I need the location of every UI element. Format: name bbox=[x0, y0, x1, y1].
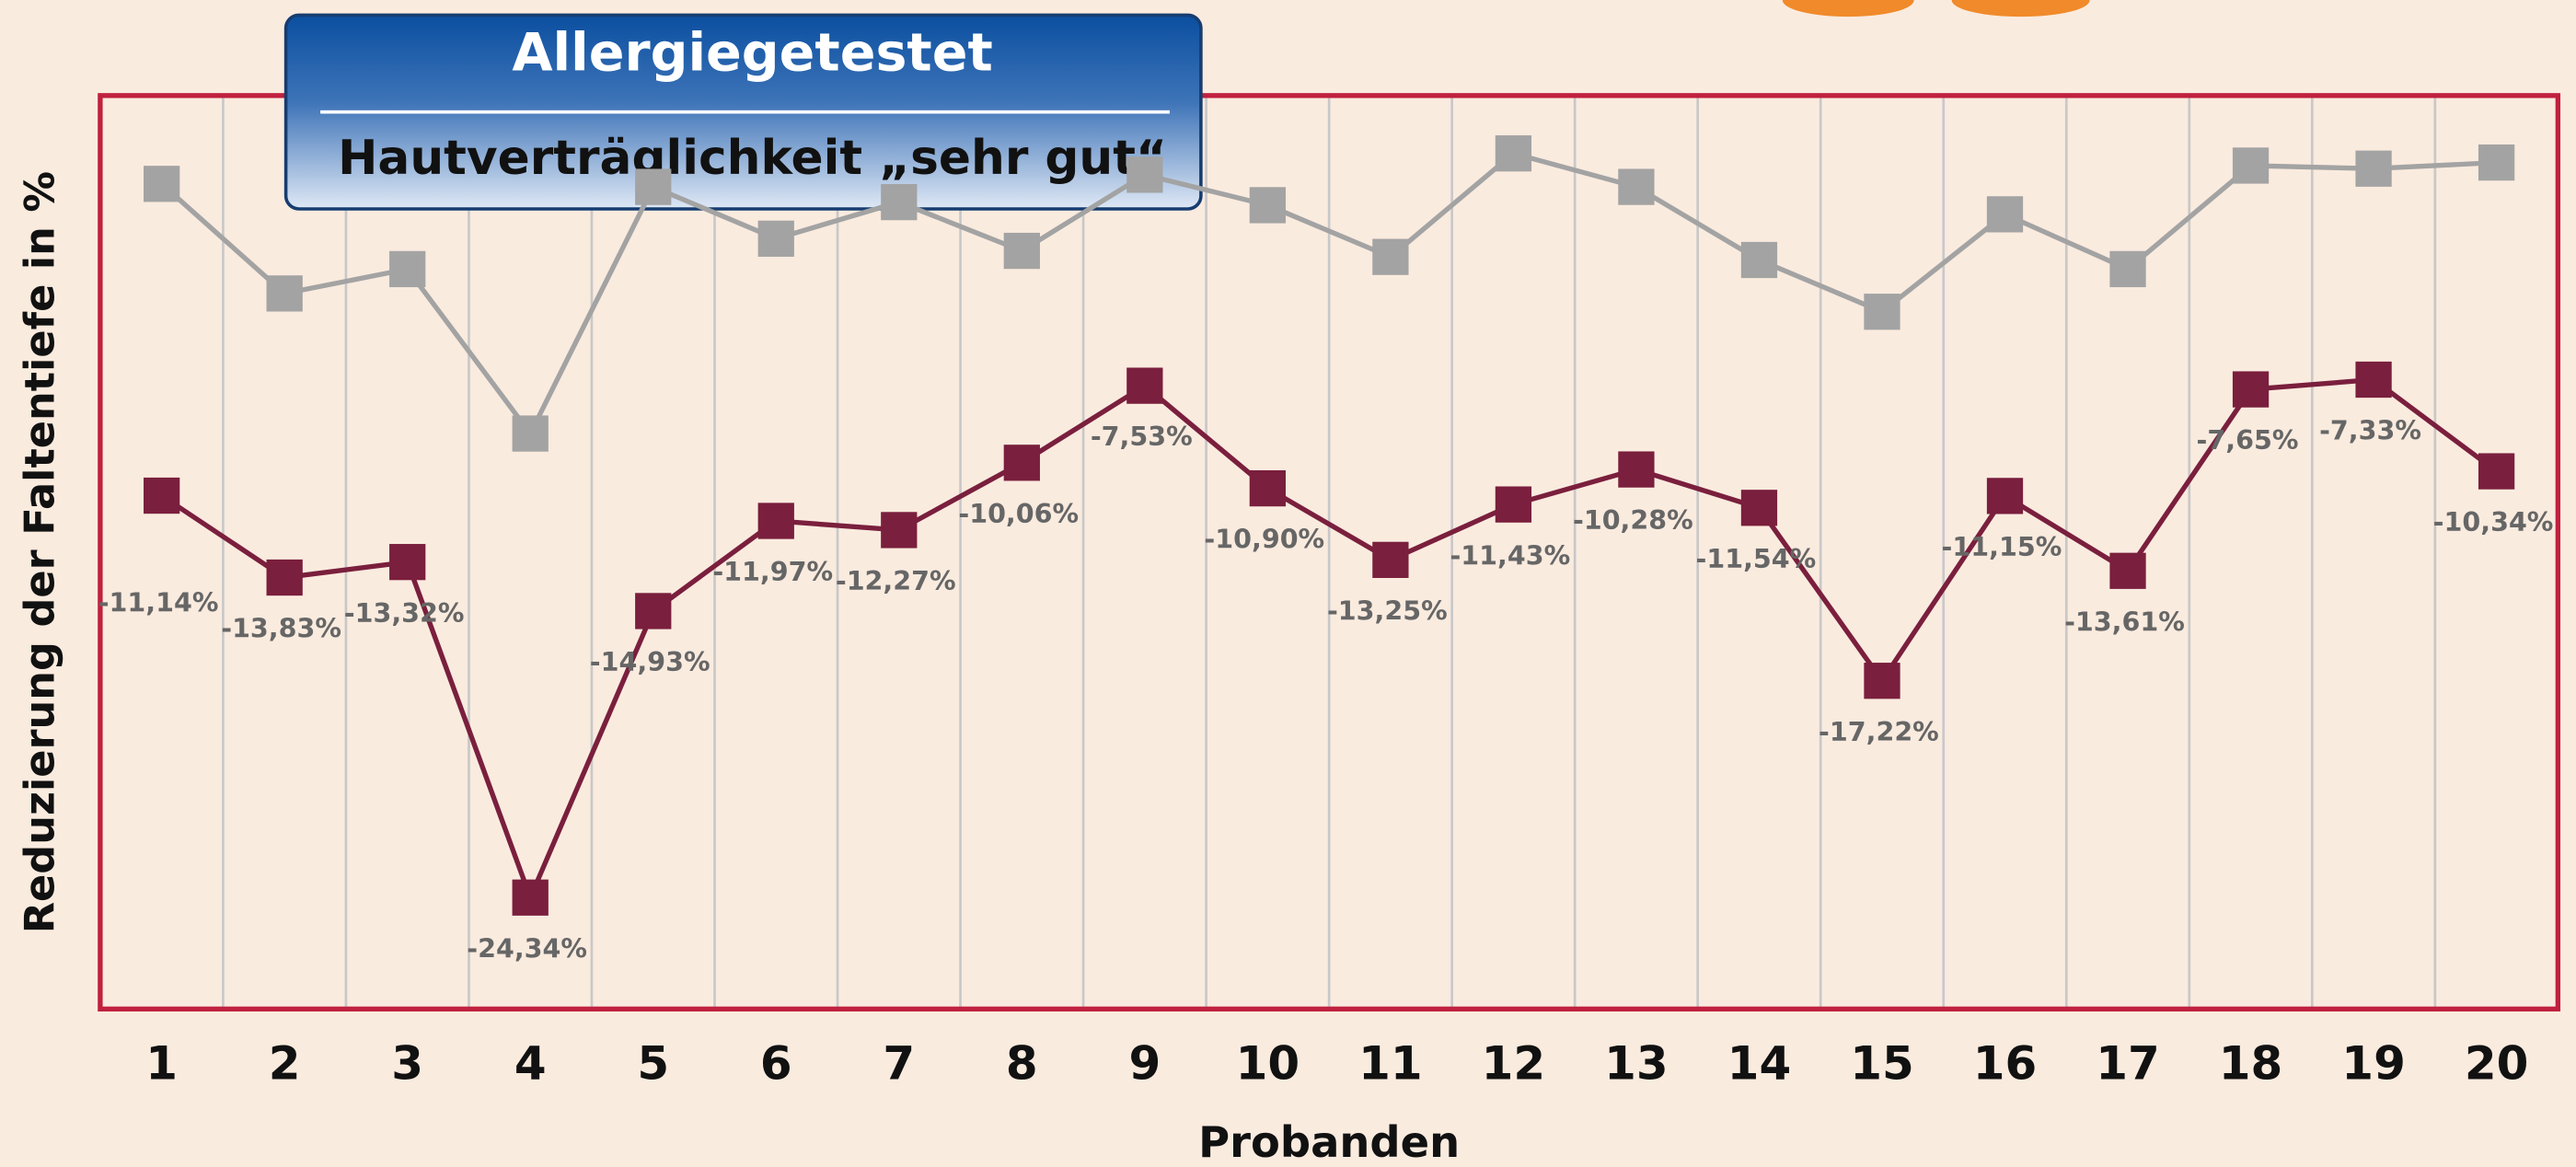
data-point bbox=[1987, 196, 2023, 232]
value-label: -13,83% bbox=[221, 613, 341, 644]
data-point bbox=[1250, 470, 1286, 506]
value-label: -7,53% bbox=[1091, 421, 1193, 452]
title-box: Allergiegetestet Hautverträglichkeit „se… bbox=[286, 15, 1201, 209]
data-point bbox=[2233, 371, 2269, 407]
data-point bbox=[881, 512, 917, 548]
value-label: -11,43% bbox=[1450, 539, 1570, 571]
value-label: -10,06% bbox=[958, 498, 1079, 529]
chart-subtitle: Hautverträglichkeit „sehr gut“ bbox=[338, 131, 1167, 186]
data-point bbox=[2109, 251, 2145, 287]
data-point bbox=[1250, 187, 1286, 223]
x-tick-label: 3 bbox=[391, 1036, 423, 1090]
data-point bbox=[144, 478, 179, 514]
chart-title: Allergiegetestet bbox=[512, 23, 992, 84]
data-point bbox=[513, 880, 549, 916]
value-label: -12,27% bbox=[836, 565, 956, 596]
value-label: -13,61% bbox=[2064, 606, 2185, 637]
x-tick-label: 11 bbox=[1358, 1036, 1423, 1090]
data-point bbox=[758, 221, 794, 257]
data-point bbox=[1741, 490, 1777, 526]
data-point bbox=[1372, 542, 1408, 578]
decoration bbox=[1783, 0, 1914, 17]
data-point bbox=[389, 251, 425, 287]
data-point bbox=[267, 560, 303, 595]
data-point bbox=[513, 415, 549, 451]
decoration bbox=[1952, 0, 2090, 17]
data-point bbox=[758, 503, 794, 538]
data-point bbox=[2233, 147, 2269, 183]
x-tick-label: 20 bbox=[2465, 1036, 2529, 1090]
x-tick-label: 14 bbox=[1727, 1036, 1792, 1090]
value-label: -13,25% bbox=[1327, 595, 1448, 626]
x-tick-label: 13 bbox=[1604, 1036, 1669, 1090]
x-tick-label: 15 bbox=[1850, 1036, 1914, 1090]
data-point bbox=[1126, 367, 1162, 403]
x-tick-label: 1 bbox=[145, 1036, 178, 1090]
data-point bbox=[389, 544, 425, 580]
x-tick-label: 9 bbox=[1128, 1036, 1161, 1090]
data-point bbox=[1987, 478, 2023, 514]
x-tick-label: 2 bbox=[269, 1036, 301, 1090]
data-point bbox=[1618, 451, 1654, 487]
x-tick-label: 8 bbox=[1006, 1036, 1038, 1090]
data-point bbox=[1864, 294, 1900, 329]
data-point bbox=[1004, 233, 1040, 269]
data-point bbox=[1741, 242, 1777, 278]
x-tick-label: 16 bbox=[1973, 1036, 2038, 1090]
y-axis-label: Reduzierung der Faltentiefe in % bbox=[16, 171, 64, 933]
x-tick-label: 19 bbox=[2341, 1036, 2406, 1090]
value-label: -7,65% bbox=[2197, 424, 2299, 456]
data-point bbox=[1004, 445, 1040, 480]
data-point bbox=[1618, 168, 1654, 204]
x-tick-label: 10 bbox=[1236, 1036, 1300, 1090]
data-point bbox=[1372, 239, 1408, 275]
value-label: -7,33% bbox=[2319, 415, 2421, 446]
value-label: -11,14% bbox=[98, 586, 219, 618]
x-tick-label: 12 bbox=[1482, 1036, 1546, 1090]
value-label: -11,15% bbox=[1942, 531, 2062, 562]
data-point bbox=[1126, 156, 1162, 192]
value-label: -10,90% bbox=[1204, 524, 1324, 555]
data-point bbox=[2109, 553, 2145, 589]
data-point bbox=[2478, 144, 2514, 180]
value-label: -14,93% bbox=[590, 646, 710, 677]
data-point bbox=[1496, 487, 1531, 523]
value-label: -11,97% bbox=[712, 556, 833, 587]
data-point bbox=[144, 166, 179, 202]
value-label: -17,22% bbox=[1819, 716, 1939, 747]
x-axis-label: Probanden bbox=[1198, 1117, 1460, 1167]
data-point bbox=[2478, 453, 2514, 489]
x-tick-label: 7 bbox=[883, 1036, 915, 1090]
value-label: -11,54% bbox=[1696, 543, 1817, 574]
data-point bbox=[635, 593, 671, 629]
data-point bbox=[881, 184, 917, 220]
x-tick-label: 17 bbox=[2096, 1036, 2160, 1090]
data-point bbox=[2355, 151, 2391, 187]
data-point bbox=[635, 168, 671, 204]
x-tick-label: 4 bbox=[514, 1036, 547, 1090]
value-label: -10,28% bbox=[1573, 504, 1693, 536]
x-tick-label: 18 bbox=[2219, 1036, 2283, 1090]
data-point bbox=[2355, 362, 2391, 398]
data-point bbox=[1496, 135, 1531, 171]
value-label: -24,34% bbox=[467, 932, 587, 964]
value-label: -10,34% bbox=[2433, 506, 2554, 537]
chart: Allergiegetestet Hautverträglichkeit „se… bbox=[0, 0, 2576, 1167]
x-tick-label: 6 bbox=[760, 1036, 792, 1090]
data-point bbox=[267, 275, 303, 311]
x-tick-label: 5 bbox=[637, 1036, 669, 1090]
data-point bbox=[1864, 663, 1900, 699]
value-label: -13,32% bbox=[344, 597, 465, 629]
